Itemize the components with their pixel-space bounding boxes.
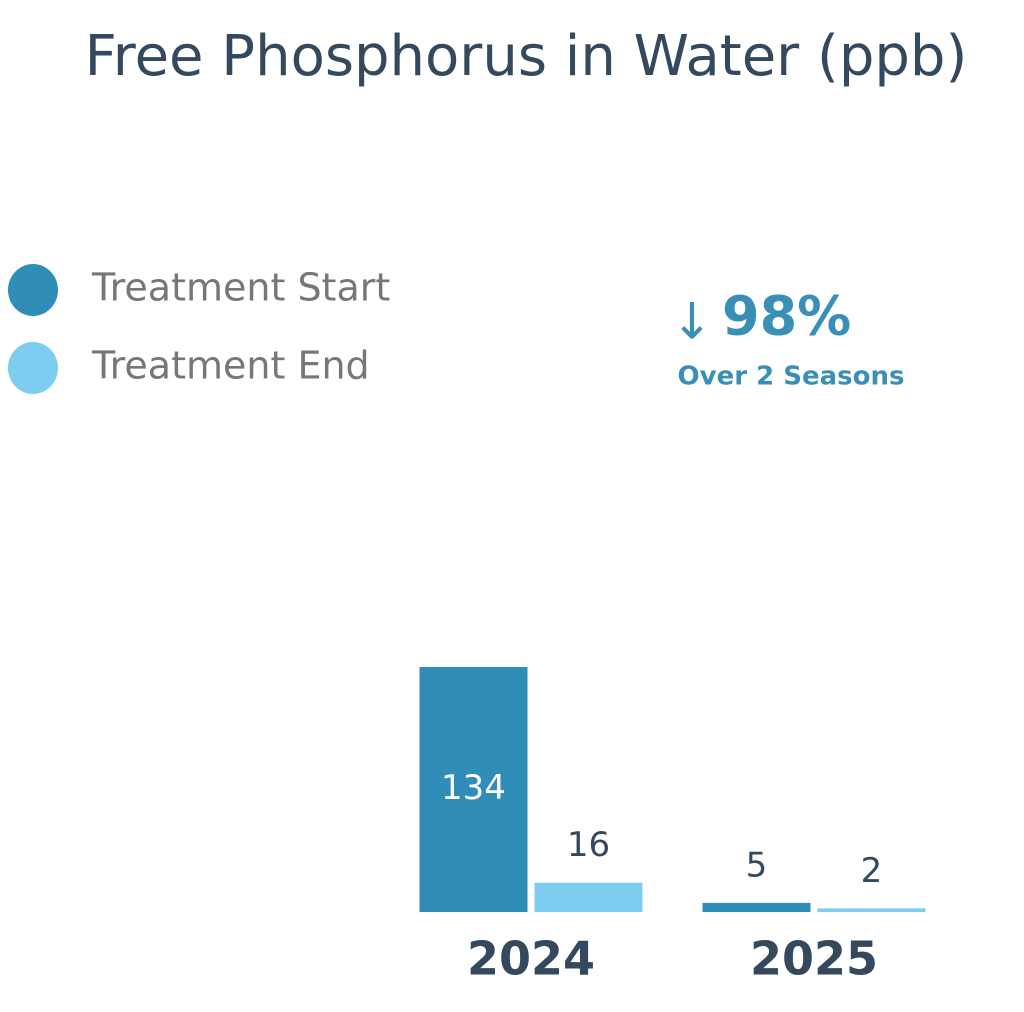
legend-swatch <box>8 342 58 394</box>
legend-label: Treatment Start <box>91 266 390 310</box>
bar <box>419 667 528 912</box>
chart-title: Free Phosphorus in Water (ppb) <box>85 24 968 89</box>
value-label: 134 <box>441 768 506 808</box>
x-tick-label: 2025 <box>750 932 878 986</box>
annotation-value: 98% <box>722 285 851 348</box>
value-label: 2 <box>861 851 883 891</box>
value-label: 16 <box>567 825 610 865</box>
annotation-subtext: Over 2 Seasons <box>678 362 905 392</box>
legend-label: Treatment End <box>91 344 370 388</box>
value-label: 5 <box>746 845 768 885</box>
annotation-arrow: ↓ <box>671 293 713 351</box>
bar <box>534 882 643 912</box>
x-tick-label: 2024 <box>467 932 595 986</box>
bar <box>702 902 811 912</box>
bar <box>817 908 926 912</box>
legend-swatch <box>8 264 58 316</box>
